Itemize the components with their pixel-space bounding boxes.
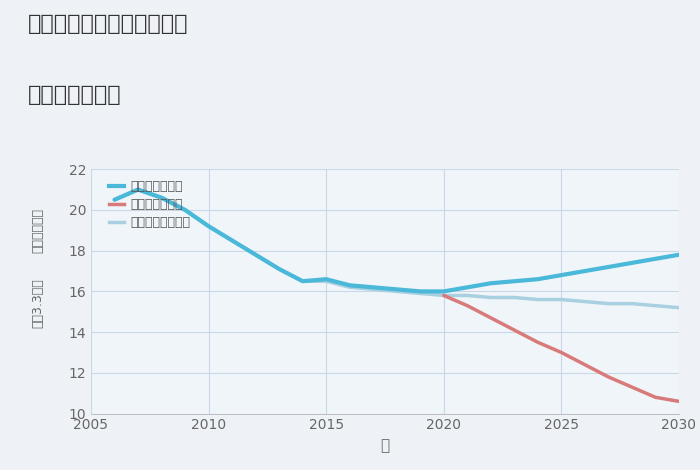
ノーマルシナリオ <box>111 197 119 203</box>
Text: 単価（万円）: 単価（万円） <box>32 208 45 253</box>
バッドシナリオ <box>440 293 448 298</box>
Line: グッドシナリオ: グッドシナリオ <box>115 189 679 291</box>
グッドシナリオ <box>557 272 566 278</box>
グッドシナリオ <box>275 266 284 272</box>
グッドシナリオ <box>675 252 683 258</box>
グッドシナリオ <box>533 276 542 282</box>
バッドシナリオ <box>581 362 589 368</box>
ノーマルシナリオ <box>298 278 307 284</box>
ノーマルシナリオ <box>369 287 377 292</box>
ノーマルシナリオ <box>463 293 472 298</box>
ノーマルシナリオ <box>158 195 166 201</box>
グッドシナリオ <box>181 207 189 213</box>
ノーマルシナリオ <box>416 290 424 296</box>
バッドシナリオ <box>604 374 612 380</box>
ノーマルシナリオ <box>181 207 189 213</box>
グッドシナリオ <box>346 282 354 288</box>
バッドシナリオ <box>557 350 566 355</box>
ノーマルシナリオ <box>251 252 260 258</box>
バッドシナリオ <box>486 315 495 321</box>
Text: 土地の価格推移: 土地の価格推移 <box>28 85 122 105</box>
グッドシナリオ <box>416 289 424 294</box>
グッドシナリオ <box>604 264 612 270</box>
ノーマルシナリオ <box>346 284 354 290</box>
ノーマルシナリオ <box>604 301 612 306</box>
グッドシナリオ <box>369 284 377 290</box>
Line: ノーマルシナリオ: ノーマルシナリオ <box>115 189 679 308</box>
ノーマルシナリオ <box>393 289 401 294</box>
ノーマルシナリオ <box>533 297 542 302</box>
グッドシナリオ <box>228 238 237 243</box>
バッドシナリオ <box>628 384 636 390</box>
グッドシナリオ <box>463 284 472 290</box>
バッドシナリオ <box>463 303 472 308</box>
バッドシナリオ <box>651 394 659 400</box>
グッドシナリオ <box>251 252 260 258</box>
グッドシナリオ <box>486 281 495 286</box>
Text: 三重県津市河芸町北黒田の: 三重県津市河芸町北黒田の <box>28 14 188 34</box>
ノーマルシナリオ <box>675 305 683 311</box>
グッドシナリオ <box>651 256 659 262</box>
バッドシナリオ <box>510 327 519 333</box>
ノーマルシナリオ <box>557 297 566 302</box>
ノーマルシナリオ <box>204 223 213 229</box>
ノーマルシナリオ <box>581 299 589 305</box>
ノーマルシナリオ <box>322 278 330 284</box>
ノーマルシナリオ <box>486 295 495 300</box>
グッドシナリオ <box>111 197 119 203</box>
ノーマルシナリオ <box>510 295 519 300</box>
X-axis label: 年: 年 <box>380 438 390 453</box>
グッドシナリオ <box>510 278 519 284</box>
グッドシナリオ <box>393 287 401 292</box>
グッドシナリオ <box>628 260 636 266</box>
ノーマルシナリオ <box>651 303 659 308</box>
グッドシナリオ <box>298 278 307 284</box>
グッドシナリオ <box>158 195 166 201</box>
グッドシナリオ <box>134 187 142 192</box>
Text: 坪（3.3㎡）: 坪（3.3㎡） <box>32 279 45 329</box>
ノーマルシナリオ <box>228 238 237 243</box>
グッドシナリオ <box>440 289 448 294</box>
Line: バッドシナリオ: バッドシナリオ <box>444 296 679 401</box>
ノーマルシナリオ <box>134 187 142 192</box>
グッドシナリオ <box>204 223 213 229</box>
ノーマルシナリオ <box>440 293 448 298</box>
ノーマルシナリオ <box>275 266 284 272</box>
グッドシナリオ <box>581 268 589 274</box>
ノーマルシナリオ <box>628 301 636 306</box>
Legend: グッドシナリオ, バッドシナリオ, ノーマルシナリオ: グッドシナリオ, バッドシナリオ, ノーマルシナリオ <box>109 180 190 229</box>
バッドシナリオ <box>533 339 542 345</box>
バッドシナリオ <box>675 399 683 404</box>
グッドシナリオ <box>322 276 330 282</box>
